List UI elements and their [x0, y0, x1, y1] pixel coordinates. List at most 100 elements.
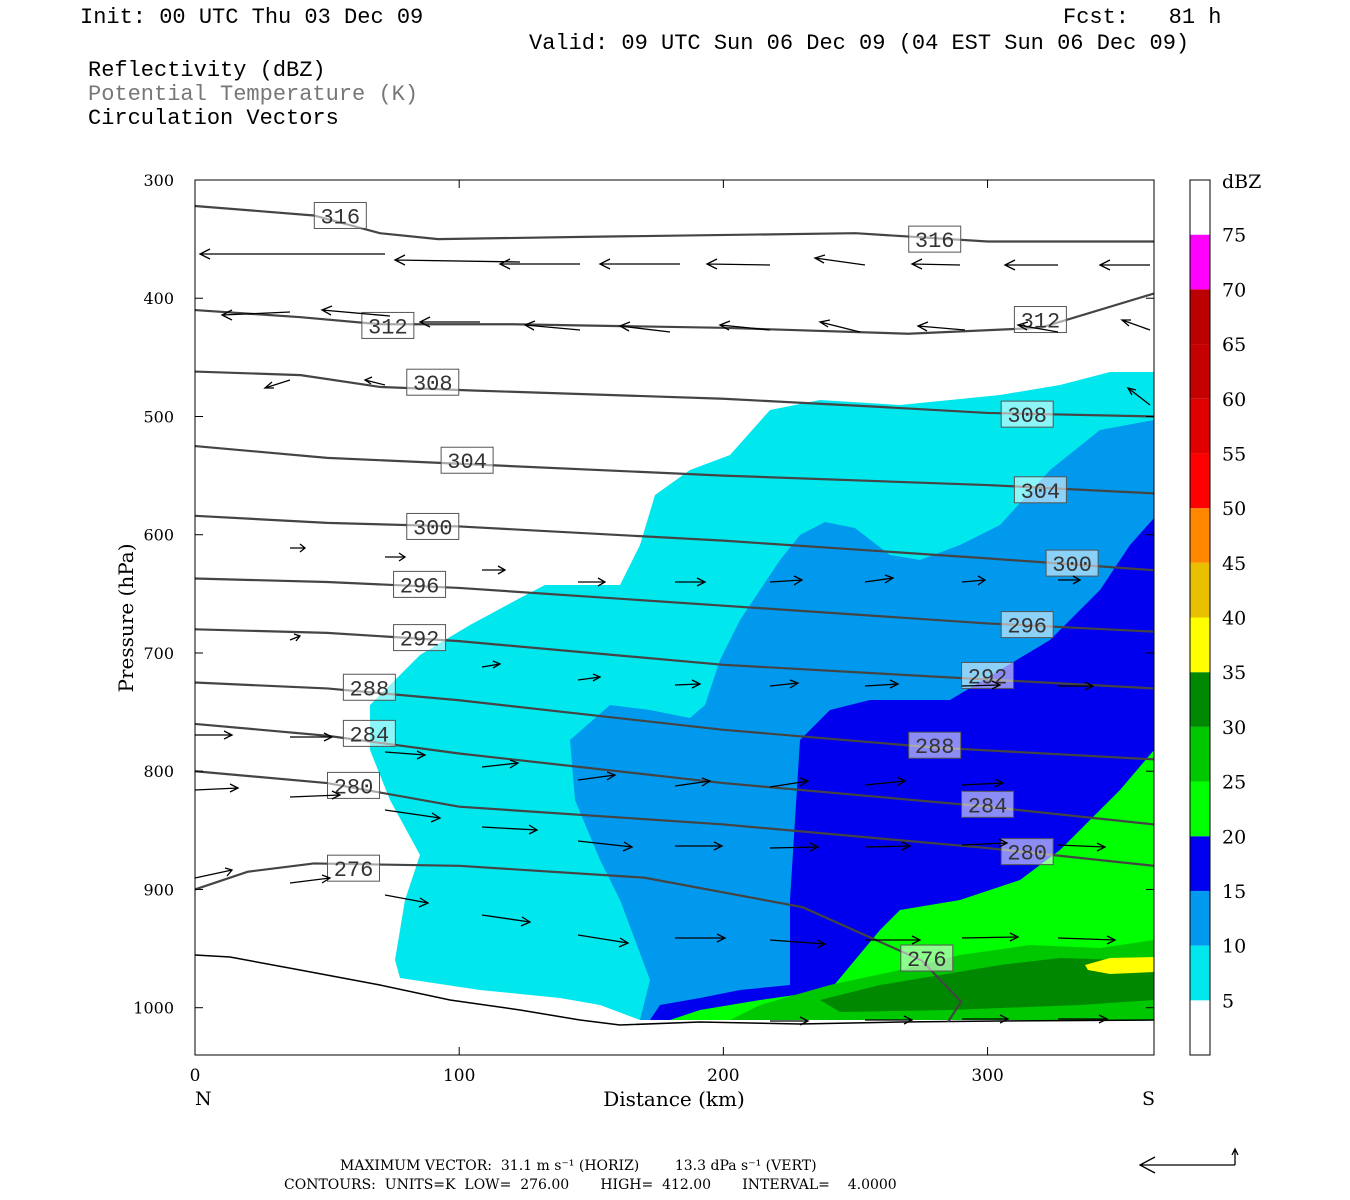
- vector: [865, 935, 922, 945]
- vector: [910, 258, 961, 270]
- colorbar-label: 40: [1222, 608, 1246, 630]
- max-vector-note: MAXIMUM VECTOR: 31.1 m s⁻¹ (HORIZ) 13.3 …: [340, 1158, 817, 1174]
- vector: [1098, 259, 1150, 271]
- colorbar-label: 25: [1222, 772, 1246, 794]
- contour-label-box: [327, 771, 381, 799]
- vector: [418, 316, 480, 328]
- contour-label-box: [908, 731, 962, 759]
- contour-label-box: [1045, 549, 1099, 577]
- contour-label-box: [440, 446, 494, 474]
- vector: [718, 320, 771, 331]
- vector: [481, 914, 532, 927]
- y-tick-label: 1000: [133, 999, 174, 1018]
- circulation-vectors: [194, 248, 1151, 1026]
- contour-label: 296: [1007, 615, 1047, 640]
- ground-line: [194, 954, 1155, 1026]
- colorbar-segment: [1190, 508, 1210, 563]
- vector: [705, 258, 771, 270]
- colorbar-label: 10: [1222, 936, 1246, 958]
- reflectivity-field: [195, 372, 1154, 1055]
- vector: [865, 1015, 914, 1025]
- vector: [1016, 321, 1059, 333]
- vector: [194, 867, 234, 879]
- vector: [393, 254, 521, 266]
- x-tick-label: 300: [971, 1066, 1003, 1086]
- theta-contour-288: [195, 681, 1154, 761]
- vector: [320, 305, 391, 317]
- y-tick-label: 300: [143, 171, 174, 190]
- vector: [769, 842, 820, 852]
- vector: [598, 258, 680, 270]
- vector: [577, 771, 617, 781]
- contour-label-box: [961, 790, 1015, 818]
- vector: [961, 932, 1020, 942]
- colorbar-label: 35: [1222, 662, 1246, 684]
- vector: [1057, 935, 1117, 945]
- contour-label: 296: [400, 574, 440, 599]
- contour-label-box: [900, 944, 954, 972]
- vector: [481, 824, 539, 835]
- colorbar-frame: [1189, 179, 1211, 1056]
- init-time: Init: 00 UTC Thu 03 Dec 09: [80, 5, 424, 30]
- colorbar-segment: [1190, 398, 1210, 454]
- vector: [769, 679, 800, 689]
- vector: [220, 309, 291, 321]
- colorbar-segment: [1190, 180, 1210, 235]
- x-tick-label: 0: [190, 1066, 201, 1086]
- vector: [618, 321, 671, 333]
- vector: [961, 778, 1005, 788]
- contour-label: 316: [915, 229, 955, 254]
- vector: [290, 543, 307, 553]
- vector: [1003, 259, 1058, 271]
- vector: [578, 577, 607, 587]
- contour-label: 288: [350, 677, 390, 702]
- contour-label-box: [908, 225, 962, 253]
- y-tick-label: 800: [143, 762, 174, 781]
- colorbar-label: 5: [1222, 990, 1234, 1012]
- colorbar-segment: [1190, 344, 1210, 399]
- vector: [289, 790, 342, 800]
- vector: [384, 750, 427, 760]
- forecast-hour: Fcst: 81 h: [1063, 5, 1222, 30]
- vector: [1058, 681, 1095, 691]
- vector: [289, 874, 332, 884]
- north-label: N: [195, 1088, 212, 1110]
- vector: [916, 321, 966, 332]
- vector: [481, 759, 520, 769]
- contour-label: 284: [350, 723, 390, 748]
- vector: [1058, 1014, 1109, 1024]
- vector: [1120, 319, 1151, 331]
- contour-label: 276: [334, 858, 374, 883]
- colorbar-segment: [1190, 890, 1210, 946]
- vector: [961, 838, 1009, 848]
- vector: [962, 1014, 1010, 1024]
- vector: [675, 841, 724, 851]
- x-tick-label: 200: [707, 1066, 739, 1086]
- vector: [289, 633, 302, 642]
- colorbar-segment: [1190, 945, 1210, 1001]
- vector: [385, 552, 407, 562]
- contour-label-box: [327, 854, 381, 882]
- colorbar-segment: [1190, 836, 1210, 891]
- contour-label-box: [1013, 476, 1067, 504]
- contour-label: 292: [400, 628, 440, 653]
- y-tick-label: 500: [143, 407, 174, 426]
- colorbar-segment: [1190, 562, 1210, 618]
- vector: [194, 783, 240, 793]
- contour-label: 308: [413, 372, 453, 397]
- vector: [577, 934, 630, 948]
- vector: [675, 933, 727, 943]
- colorbar-label: 60: [1222, 389, 1246, 411]
- terrain: [195, 955, 1154, 1055]
- colorbar-segment: [1190, 617, 1210, 673]
- contour-label-box: [406, 512, 460, 540]
- vector: [769, 575, 804, 586]
- contour-label-box: [406, 368, 460, 396]
- field-circulation-vectors: Circulation Vectors: [88, 106, 339, 131]
- contour-label-box: [1000, 400, 1054, 428]
- contour-label: 300: [413, 516, 453, 541]
- plot-frame: [194, 179, 1155, 1056]
- contour-label-box: [342, 719, 396, 747]
